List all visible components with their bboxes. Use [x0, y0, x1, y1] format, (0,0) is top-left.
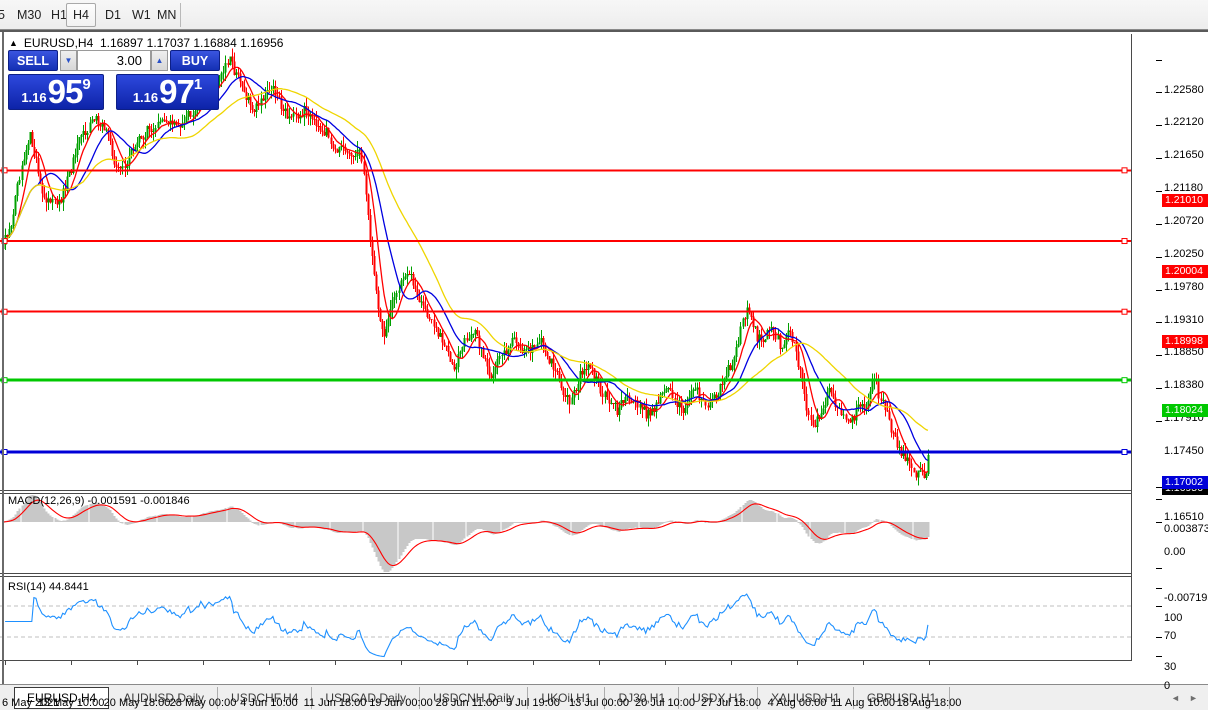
symbol-tab-dj30-h1[interactable]: DJ30,H1 [605, 686, 680, 709]
price-tick-label: 1.19780 [1164, 281, 1204, 293]
buy-price-big: 97 [159, 73, 195, 110]
tab-scroll-left-icon[interactable]: ◄ [1171, 693, 1180, 703]
tab-scroll-right-icon[interactable]: ► [1189, 693, 1198, 703]
sell-price-box[interactable]: 1.16 95 9 [8, 74, 104, 110]
buy-price-prefix: 1.16 [132, 90, 159, 105]
price-tick-label: 1.21180 [1164, 182, 1203, 194]
rsi-0-label: 0 [1164, 680, 1171, 692]
buy-price-sup: 1 [193, 76, 203, 93]
buy-button[interactable]: BUY [170, 50, 220, 71]
symbol-tab-audusd-daily[interactable]: AUDUSD,Daily [110, 686, 219, 709]
sell-button[interactable]: SELL [8, 50, 58, 71]
trade-panel-top-row: SELL ▼ 3.00 ▲ BUY [8, 50, 224, 71]
macd-label: MACD(12,26,9) -0.001591 -0.001846 [8, 495, 190, 507]
trade-panel-price-row: 1.16 95 9 1.16 97 1 [8, 74, 224, 110]
macd-main-value: -0.001591 [87, 495, 138, 507]
symbol-timeframe-label: EURUSD,H4 [23, 36, 94, 50]
date-tick-label: 4 Aug 00:00 [767, 697, 827, 709]
macd-max-label: 0.003873 [1164, 523, 1208, 535]
date-tick-label: 20 Jul 10:00 [635, 697, 695, 709]
toolbar-separator [180, 3, 181, 27]
timeframe-button-mn[interactable]: MN [157, 8, 177, 22]
date-tick-label: 28 Jun 11:00 [435, 697, 499, 709]
symbol-tab-usdx-h1[interactable]: USDX,H1 [679, 686, 759, 709]
timeframe-button-w1[interactable]: W1 [132, 8, 151, 22]
rsi-current-value: 44.8441 [48, 581, 89, 593]
price-tick-label: 1.18850 [1164, 346, 1204, 358]
symbol-tab-usdchf-h4[interactable]: USDCHF,H4 [218, 686, 313, 709]
timeframe-button-5[interactable]: 5 [0, 8, 5, 22]
price-tick-label: 1.22580 [1164, 84, 1204, 96]
date-tick-label: 28 May 00:00 [169, 697, 237, 709]
rsi-100-label: 100 [1164, 612, 1183, 624]
window-left-border [2, 32, 4, 684]
price-tick-label: 1.21650 [1164, 149, 1204, 161]
date-tick-label: 27 Jul 18:00 [701, 697, 761, 709]
ohlc-values: 1.16897 1.17037 1.16884 1.16956 [99, 36, 284, 50]
symbol-tab-eurusd-h4[interactable]: EURUSD,H4 [14, 686, 110, 709]
sell-price-sup: 9 [82, 76, 91, 93]
timeframe-toolbar: 5 M30 H1 H4 D1 W1 MN [0, 0, 1208, 30]
buy-price-box[interactable]: 1.16 97 1 [116, 74, 219, 110]
rsi-70-label: 70 [1164, 630, 1177, 642]
one-click-trade-panel: SELL ▼ 3.00 ▲ BUY 1.16 95 9 1.16 97 1 [8, 50, 224, 110]
chart-client-area[interactable]: ▲ EURUSD,H4 1.16897 1.17037 1.16884 1.169… [0, 30, 1208, 709]
level-price-label: 1.20004 [1162, 264, 1208, 278]
rsi-label: RSI(14) 44.8441 [8, 581, 89, 593]
timeframe-button-h1[interactable]: H1 [51, 8, 67, 22]
symbol-tab-usdcad-daily[interactable]: USDCAD,Daily [312, 686, 421, 709]
volume-decrease-button[interactable]: ▼ [60, 50, 77, 71]
date-tick-label: 13 May 10:00 [37, 697, 105, 709]
rsi-30-label: 30 [1164, 661, 1177, 673]
macd-zero-label: 0.00 [1164, 546, 1186, 558]
level-price-label: 1.21010 [1162, 193, 1208, 207]
timeframe-button-m30[interactable]: M30 [17, 8, 42, 22]
spinner-up-icon: ▲ [155, 56, 164, 65]
symbol-tab-bar: EURUSD,H4 AUDUSD,Daily USDCHF,H4 USDCAD,Dai… [0, 684, 1208, 710]
symbol-tab-ukoil-h1[interactable]: UKOil,H1 [528, 686, 606, 709]
price-tick-label: 1.20250 [1164, 248, 1204, 260]
price-tick-label: 1.18380 [1164, 379, 1204, 391]
date-tick-label: 5 Jul 19:00 [506, 697, 560, 709]
price-tick-label: 1.16510 [1164, 511, 1204, 523]
date-tick-label: 13 Jul 00:00 [569, 697, 629, 709]
date-tick-label: 4 Jun 10:00 [240, 697, 298, 709]
macd-signal-value: -0.001846 [140, 495, 190, 507]
volume-input[interactable]: 3.00 [77, 50, 151, 71]
symbol-tab-gbpusd-h1[interactable]: GBPUSD,H1 [854, 686, 951, 709]
chart-canvas[interactable] [0, 34, 1208, 686]
chart-header: ▲ EURUSD,H4 1.16897 1.17037 1.16884 1.169… [9, 36, 283, 50]
symbol-tab-usdcnh-daily[interactable]: USDCNH,Daily [420, 686, 529, 709]
date-tick-label: 11 Jun 18:00 [303, 697, 367, 709]
macd-min-label: -0.007195 [1164, 592, 1208, 604]
collapse-panel-icon[interactable]: ▲ [9, 38, 18, 48]
price-tick-label: 1.19310 [1164, 314, 1204, 326]
timeframe-button-h4[interactable]: H4 [66, 3, 96, 27]
timeframe-button-d1[interactable]: D1 [105, 8, 121, 22]
date-tick-label: 19 Jun 00:00 [369, 697, 433, 709]
spinner-down-icon: ▼ [64, 56, 73, 65]
sell-price-big: 95 [47, 73, 84, 110]
level-price-label: 1.18024 [1162, 403, 1208, 417]
symbol-tab-xauusd-h1[interactable]: XAUUSD,H1 [758, 686, 854, 709]
price-tick-label: 1.17450 [1164, 445, 1204, 457]
sell-price-prefix: 1.16 [21, 90, 47, 105]
date-tick-label: 18 Aug 18:00 [896, 697, 962, 709]
price-tick-label: 1.22120 [1164, 116, 1204, 128]
level-price-label: 1.17002 [1162, 475, 1208, 489]
date-tick-label: 6 May 2021 [2, 697, 60, 709]
level-price-label: 1.18998 [1162, 335, 1208, 349]
date-tick-label: 20 May 18:00 [103, 697, 171, 709]
date-tick-label: 11 Aug 10:00 [830, 697, 896, 709]
volume-increase-button[interactable]: ▲ [151, 50, 168, 71]
price-tick-label: 1.20720 [1164, 215, 1204, 227]
